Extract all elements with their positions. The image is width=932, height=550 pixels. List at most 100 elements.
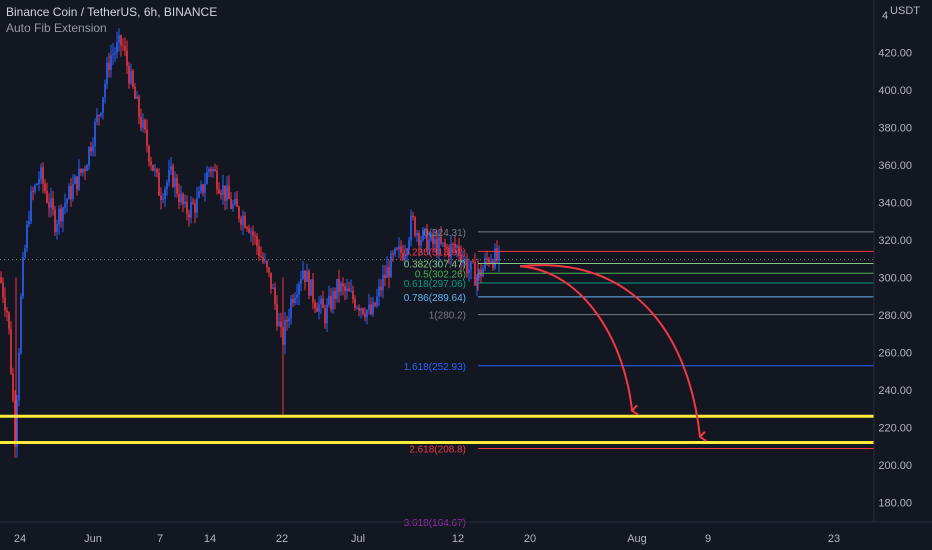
y-tick-label: 260.00 (878, 348, 912, 360)
candle-body (184, 201, 186, 205)
candle-body (110, 55, 112, 71)
candle-body (30, 191, 32, 222)
candle-body (14, 400, 16, 447)
candle-body (154, 168, 156, 171)
fib-level-label: 0.786(289.64) (404, 293, 466, 304)
candle-body (28, 221, 30, 225)
candle-body (292, 298, 294, 303)
candle-body (6, 310, 8, 313)
candle-body (460, 254, 462, 263)
candle-body (36, 183, 38, 185)
candle-body (440, 236, 442, 244)
candle-body (308, 271, 310, 296)
candle-body (272, 287, 274, 289)
x-tick-label: 20 (524, 533, 536, 545)
candle-body (290, 298, 292, 318)
candle-body (46, 191, 48, 203)
candle-body (374, 302, 376, 307)
candle-body (60, 208, 62, 222)
candle-body (4, 297, 6, 311)
candle-body (242, 215, 244, 225)
time-axis[interactable]: 24 Jun 7 14 22 Jul 12 20 Aug 9 23 (0, 521, 932, 545)
candle-body (170, 165, 172, 171)
candle-body (86, 165, 88, 172)
candle-body (288, 317, 290, 322)
candle-body (498, 250, 500, 261)
candle-body (156, 168, 158, 173)
candle-body (426, 228, 428, 251)
candle-body (322, 298, 324, 309)
candle-body (132, 71, 134, 87)
candle-body (468, 269, 470, 274)
candle-body (444, 242, 446, 248)
candle-body (128, 66, 130, 84)
fib-level-label: 0.5(302.26) (415, 269, 466, 280)
symbol-title[interactable]: Binance Coin / TetherUS, 6h, BINANCE (6, 5, 218, 19)
candle-body (138, 96, 140, 117)
y-tick-label: 220.00 (878, 423, 912, 435)
candle-body (82, 169, 84, 173)
candle-body (8, 312, 10, 329)
candle-body (438, 236, 440, 255)
candle-body (462, 259, 464, 263)
candle-body (42, 167, 44, 184)
candle-body (20, 296, 22, 353)
candle-body (152, 164, 154, 171)
candle-body (70, 186, 72, 200)
candle-body (210, 168, 212, 172)
x-tick-label: 24 (14, 533, 26, 545)
fib-level-label: 0(324.31) (423, 228, 466, 239)
candle-body (428, 240, 430, 251)
candle-body (434, 239, 436, 244)
candle-body (194, 203, 196, 213)
candle-body (158, 172, 160, 196)
candle-body (430, 233, 432, 241)
candle-body (32, 191, 34, 193)
y-tick-label: 240.00 (878, 385, 912, 397)
candle-body (94, 122, 96, 147)
y-tick-label: 380.00 (878, 123, 912, 135)
candle-body (96, 115, 98, 123)
candle-body (228, 185, 230, 200)
y-tick-label: 340.00 (878, 198, 912, 210)
candle-body (54, 209, 56, 232)
candle-body (126, 50, 128, 67)
candle-body (140, 116, 142, 128)
candle-body (362, 308, 364, 314)
x-tick-label: 12 (452, 533, 464, 545)
currency-label: USDT (890, 5, 920, 17)
candle-body (452, 243, 454, 245)
candle-body (334, 291, 336, 299)
candle-body (188, 214, 190, 218)
candle-body (192, 202, 194, 204)
y-tick-label: 180.00 (878, 498, 912, 510)
candle-body (190, 202, 192, 218)
candle-body (244, 215, 246, 228)
fib-level-label: 0.382(307.47) (404, 259, 466, 270)
fib-level-label: 1.618(252.93) (404, 362, 466, 373)
candle-body (294, 297, 296, 303)
candle-body (406, 250, 408, 255)
candle-body (372, 302, 374, 315)
candle-body (464, 259, 466, 261)
candle-body (202, 184, 204, 193)
candle-body (144, 120, 146, 130)
candle-body (258, 246, 260, 257)
price-axis[interactable]: 180.00 200.00 220.00 240.00 260.00 280.00 300.… (873, 0, 932, 522)
price-axis-bg (874, 0, 932, 522)
candle-body (402, 252, 404, 260)
candle-body (240, 218, 242, 225)
candle-body (414, 217, 416, 236)
candle-body (80, 168, 82, 173)
candle-body (0, 277, 2, 283)
candle-body (230, 199, 232, 209)
x-tick-label: 7 (157, 533, 163, 545)
indicator-label[interactable]: Auto Fib Extension (6, 21, 107, 35)
candle-body (114, 52, 116, 54)
candle-body (476, 277, 478, 286)
candle-body (376, 296, 378, 307)
x-tick-label: 14 (204, 533, 216, 545)
fib-level-label: 3.618(164.67) (404, 518, 466, 529)
candle-body (122, 45, 124, 47)
